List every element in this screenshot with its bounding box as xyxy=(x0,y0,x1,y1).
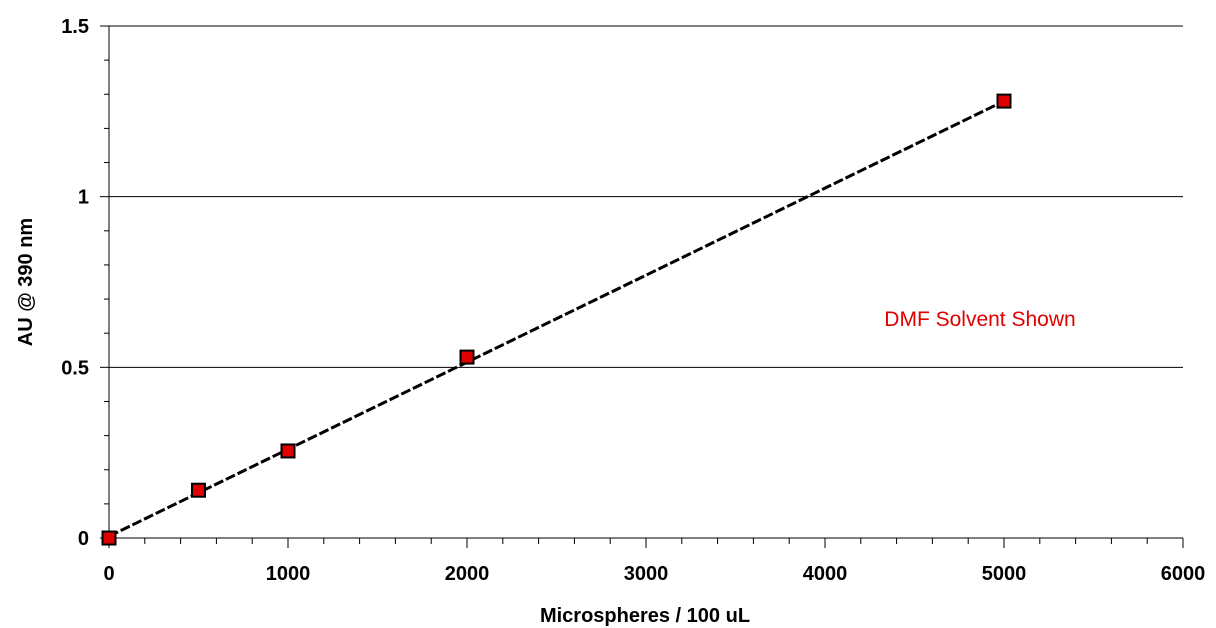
x-tick-label: 5000 xyxy=(982,563,1027,585)
axes xyxy=(100,25,1184,548)
x-tick-label: 1000 xyxy=(266,563,311,585)
annotation-text: DMF Solvent Shown xyxy=(884,308,1075,331)
trend-line xyxy=(108,99,1005,538)
tick-labels: 0 1000 2000 3000 4000 5000 6000 0 0.5 1 1.5 xyxy=(61,16,1205,585)
x-tick-label: 2000 xyxy=(445,563,490,585)
y-axis-title: AU @ 390 nm xyxy=(15,218,37,346)
data-point xyxy=(280,443,296,459)
data-point xyxy=(191,482,206,498)
data-points xyxy=(101,93,1012,546)
y-tick-label: 1.5 xyxy=(61,16,89,38)
data-point xyxy=(101,530,117,546)
y-tick-label: 0 xyxy=(78,528,89,550)
x-axis-title: Microspheres / 100 uL xyxy=(540,605,750,627)
y-tick-label: 0.5 xyxy=(61,357,89,379)
x-tick-label: 0 xyxy=(103,563,114,585)
data-point xyxy=(459,349,475,365)
x-tick-label: 4000 xyxy=(803,563,848,585)
y-tick-label: 1 xyxy=(78,187,89,209)
data-point xyxy=(996,93,1012,109)
gridlines xyxy=(109,25,1183,368)
x-tick-label: 6000 xyxy=(1161,563,1206,585)
trendline xyxy=(108,99,1005,538)
x-tick-label: 3000 xyxy=(624,563,669,585)
